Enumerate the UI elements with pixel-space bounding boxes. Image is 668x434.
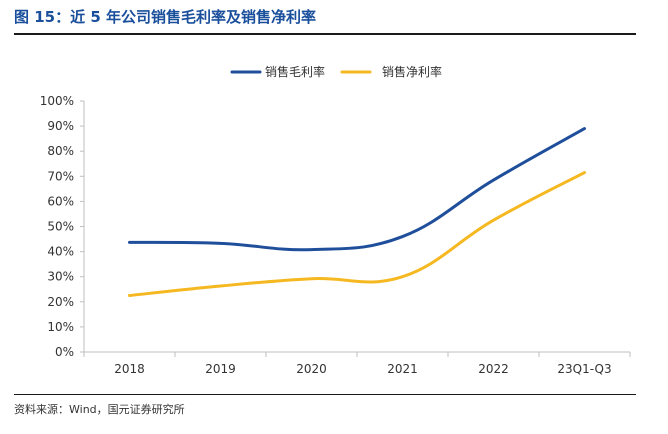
y-tick-label: 60% xyxy=(47,194,74,208)
series-line-1 xyxy=(128,127,586,252)
series-line-2 xyxy=(128,171,586,298)
x-tick-label: 2022 xyxy=(478,362,509,376)
x-tick-label: 2019 xyxy=(205,362,236,376)
y-tick-label: 40% xyxy=(47,245,74,259)
y-tick-label: 50% xyxy=(47,220,74,234)
source-note: 资料来源：Wind，国元证券研究所 xyxy=(14,403,185,416)
x-tick-label: 2021 xyxy=(387,362,418,376)
x-tick-label: 2018 xyxy=(114,362,145,376)
y-tick-label: 70% xyxy=(47,169,74,183)
y-tick-label: 10% xyxy=(47,320,74,334)
y-tick-label: 90% xyxy=(47,119,74,133)
legend-label-1: 销售毛利率 xyxy=(265,64,325,79)
source-rule xyxy=(14,394,636,395)
chart-legend: 销售毛利率 销售净利率 xyxy=(230,64,442,79)
legend-label-2: 销售净利率 xyxy=(382,64,442,79)
y-tick-label: 20% xyxy=(47,295,74,309)
figure-title: 图 15：近 5 年公司销售毛利率及销售净利率 xyxy=(14,8,316,26)
title-rule xyxy=(14,33,636,35)
x-tick-label: 2020 xyxy=(296,362,327,376)
y-tick-label: 0% xyxy=(55,345,74,359)
x-axis: 2018 2019 2020 2021 2022 23Q1-Q3 xyxy=(83,351,631,376)
y-tick-label: 100% xyxy=(40,94,74,108)
x-tick-label: 23Q1-Q3 xyxy=(557,362,611,376)
y-axis: 0% 10% 20% 30% 40% 50% 60% 70% 80% 90% 100% xyxy=(40,94,85,359)
series-layer xyxy=(128,127,586,298)
y-tick-label: 30% xyxy=(47,270,74,284)
y-tick-label: 80% xyxy=(47,144,74,158)
